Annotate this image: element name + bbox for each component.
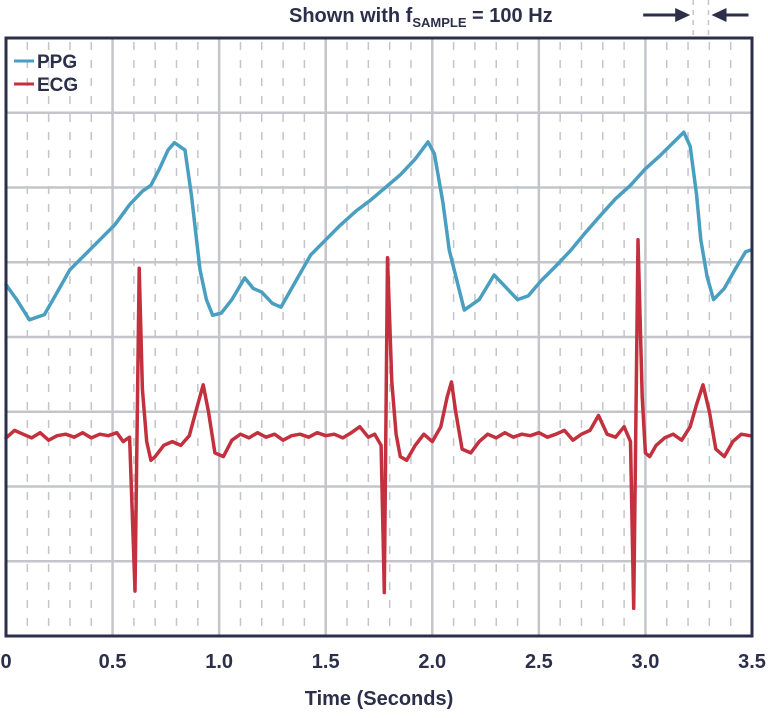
x-tick-label: 3.0 bbox=[632, 651, 660, 673]
x-tick-label: 0 bbox=[0, 651, 11, 673]
annotation-prefix: Shown with f bbox=[289, 5, 413, 27]
interval-arrows bbox=[643, 0, 749, 38]
x-tick-label: 0.5 bbox=[99, 651, 127, 673]
x-tick-label: 2.5 bbox=[525, 651, 553, 673]
sample-annotation: Shown with fSAMPLE = 100 Hz bbox=[289, 0, 749, 38]
x-tick-label: 1.0 bbox=[205, 651, 233, 673]
x-axis-label: Time (Seconds) bbox=[305, 688, 454, 710]
plot-frame bbox=[4, 36, 754, 638]
x-tick-labels: 0 0.5 1.0 1.5 2.0 2.5 3.0 3.5 bbox=[0, 651, 765, 673]
left-arrow-icon bbox=[711, 8, 727, 22]
x-tick-label: 2.0 bbox=[418, 651, 446, 673]
series-line-ppg bbox=[4, 130, 752, 322]
series-group bbox=[4, 130, 752, 611]
x-tick-label: 3.5 bbox=[738, 651, 766, 673]
annotation-text: Shown with fSAMPLE = 100 Hz bbox=[289, 5, 553, 30]
legend: PPG ECG bbox=[14, 52, 78, 96]
legend-label-ppg: PPG bbox=[37, 52, 77, 73]
series-line-ecg bbox=[4, 238, 752, 611]
annotation-subscript: SAMPLE bbox=[412, 15, 467, 30]
legend-label-ecg: ECG bbox=[37, 75, 78, 96]
annotation-suffix: = 100 Hz bbox=[466, 5, 552, 27]
x-tick-label: 1.5 bbox=[312, 651, 340, 673]
right-arrow-icon bbox=[675, 8, 691, 22]
